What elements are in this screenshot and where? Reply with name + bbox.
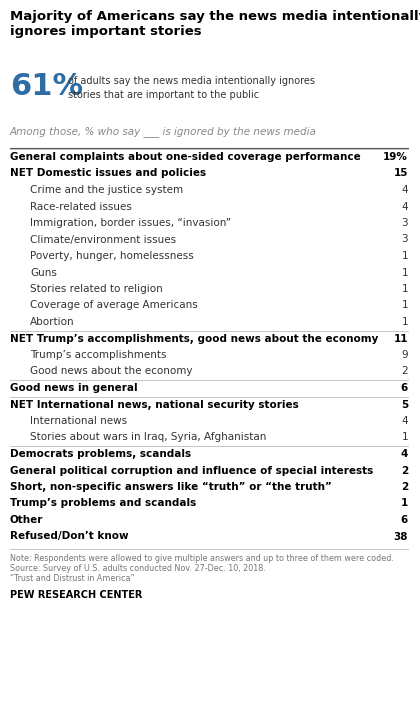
Text: 19%: 19% [383,152,408,162]
Text: International news: International news [30,416,127,426]
Text: 11: 11 [394,333,408,343]
Text: Other: Other [10,515,43,525]
Text: Among those, % who say ___ is ignored by the news media: Among those, % who say ___ is ignored by… [10,126,317,137]
Text: “Trust and Distrust in America”: “Trust and Distrust in America” [10,574,135,583]
Text: 4: 4 [401,449,408,459]
Text: 4: 4 [402,185,408,195]
Text: 3: 3 [402,234,408,244]
Text: Immigration, border issues, “invasion”: Immigration, border issues, “invasion” [30,218,231,228]
Text: 5: 5 [401,399,408,409]
Text: Crime and the justice system: Crime and the justice system [30,185,183,195]
Text: Trump’s accomplishments: Trump’s accomplishments [30,350,166,360]
Text: NET Domestic issues and policies: NET Domestic issues and policies [10,169,206,179]
Text: Good news in general: Good news in general [10,383,138,393]
Text: 4: 4 [402,416,408,426]
Text: 2: 2 [402,367,408,377]
Text: 1: 1 [401,498,408,508]
Text: 1: 1 [402,284,408,294]
Text: Source: Survey of U.S. adults conducted Nov. 27-Dec. 10, 2018.: Source: Survey of U.S. adults conducted … [10,564,266,573]
Text: 1: 1 [402,251,408,261]
Text: Refused/Don’t know: Refused/Don’t know [10,531,129,542]
Text: of adults say the news media intentionally ignores
stories that are important to: of adults say the news media intentional… [68,76,315,100]
Text: 1: 1 [402,317,408,327]
Text: 9: 9 [402,350,408,360]
Text: PEW RESEARCH CENTER: PEW RESEARCH CENTER [10,590,142,600]
Text: 1: 1 [402,300,408,310]
Text: Democrats problems, scandals: Democrats problems, scandals [10,449,191,459]
Text: Climate/environment issues: Climate/environment issues [30,234,176,244]
Text: Guns: Guns [30,268,57,278]
Text: Trump’s problems and scandals: Trump’s problems and scandals [10,498,196,508]
Text: 1: 1 [402,432,408,442]
Text: 4: 4 [402,201,408,211]
Text: Stories about wars in Iraq, Syria, Afghanistan: Stories about wars in Iraq, Syria, Afgha… [30,432,266,442]
Text: 15: 15 [394,169,408,179]
Text: General complaints about one-sided coverage performance: General complaints about one-sided cover… [10,152,361,162]
Text: Stories related to religion: Stories related to religion [30,284,163,294]
Text: 3: 3 [402,218,408,228]
Text: 38: 38 [394,531,408,542]
Text: Race-related issues: Race-related issues [30,201,132,211]
Text: Note: Respondents were allowed to give multiple answers and up to three of them : Note: Respondents were allowed to give m… [10,554,394,563]
Text: 6: 6 [401,383,408,393]
Text: Coverage of average Americans: Coverage of average Americans [30,300,198,310]
Text: Poverty, hunger, homelessness: Poverty, hunger, homelessness [30,251,194,261]
Text: Short, non-specific answers like “truth” or “the truth”: Short, non-specific answers like “truth”… [10,482,332,492]
Text: Abortion: Abortion [30,317,75,327]
Text: 2: 2 [401,482,408,492]
Text: 6: 6 [401,515,408,525]
Text: General political corruption and influence of special interests: General political corruption and influen… [10,466,373,476]
Text: NET Trump’s accomplishments, good news about the economy: NET Trump’s accomplishments, good news a… [10,333,378,343]
Text: NET International news, national security stories: NET International news, national securit… [10,399,299,409]
Text: Good news about the economy: Good news about the economy [30,367,192,377]
Text: Majority of Americans say the news media intentionally
ignores important stories: Majority of Americans say the news media… [10,10,420,38]
Text: 61%: 61% [10,72,83,101]
Text: 2: 2 [401,466,408,476]
Text: 1: 1 [402,268,408,278]
